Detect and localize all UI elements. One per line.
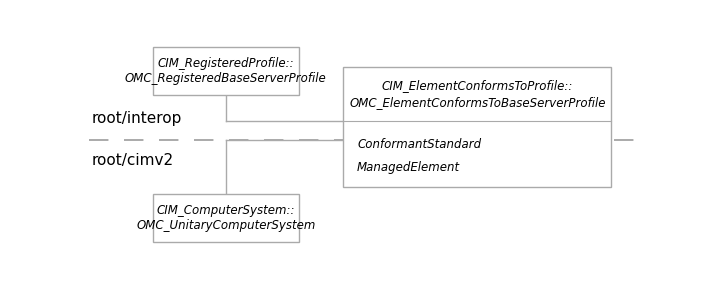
Text: ConformantStandard: ConformantStandard <box>357 138 481 151</box>
FancyBboxPatch shape <box>153 194 299 242</box>
Text: root/cimv2: root/cimv2 <box>92 153 174 168</box>
Text: OMC_UnitaryComputerSystem: OMC_UnitaryComputerSystem <box>136 219 316 232</box>
Text: OMC_RegisteredBaseServerProfile: OMC_RegisteredBaseServerProfile <box>125 72 327 85</box>
Text: OMC_ElementConformsToBaseServerProfile: OMC_ElementConformsToBaseServerProfile <box>349 96 605 109</box>
Text: ManagedElement: ManagedElement <box>357 161 461 174</box>
Text: CIM_ElementConformsToProfile::: CIM_ElementConformsToProfile:: <box>381 79 573 92</box>
Text: CIM_RegisteredProfile::: CIM_RegisteredProfile:: <box>158 57 294 70</box>
FancyBboxPatch shape <box>344 67 611 187</box>
Text: CIM_ComputerSystem::: CIM_ComputerSystem:: <box>157 204 295 217</box>
Text: root/interop: root/interop <box>92 111 183 126</box>
FancyBboxPatch shape <box>153 47 299 95</box>
